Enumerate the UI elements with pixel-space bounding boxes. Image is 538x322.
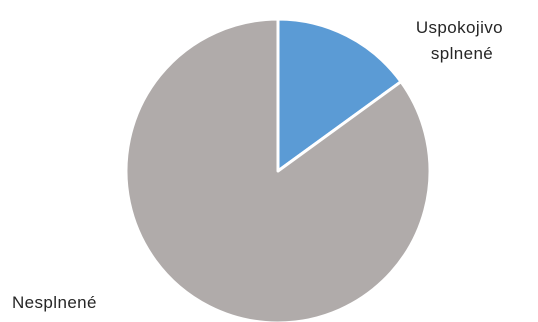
slice-label-uspokojivo: Uspokojivo splnené <box>416 18 508 63</box>
slice-label-uspokojivo-line-1: Uspokojivo <box>416 18 503 37</box>
pie-slice-uspokojivo-splnene <box>276 17 403 173</box>
pie-slices <box>124 17 432 322</box>
pie-slice-nesplnene <box>124 17 432 322</box>
slice-label-nesplnene: Nesplnené <box>12 293 97 312</box>
pie-labels: Uspokojivo splnené Nesplnené <box>12 18 508 312</box>
slice-label-uspokojivo-line-2: splnené <box>431 44 493 63</box>
